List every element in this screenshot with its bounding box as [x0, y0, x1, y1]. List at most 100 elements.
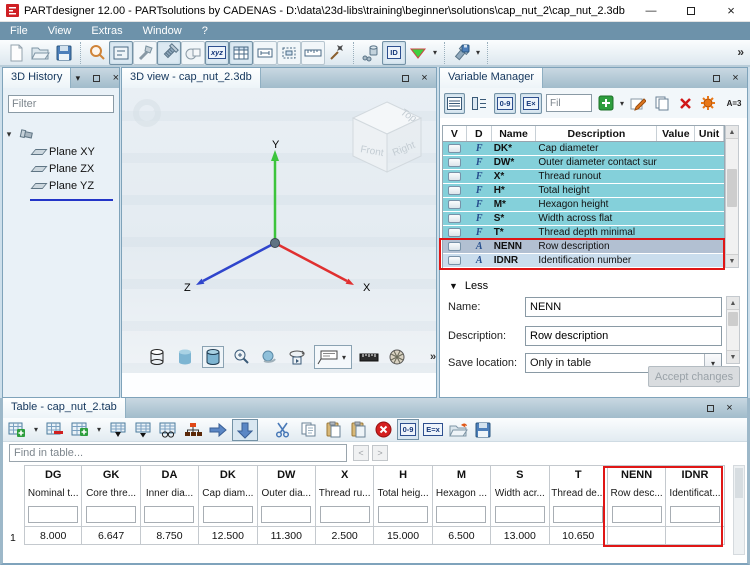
visibility-checkbox[interactable]: [448, 186, 462, 195]
menu-window[interactable]: Window: [142, 25, 182, 37]
column-name[interactable]: M: [432, 465, 491, 484]
history-maximize-button[interactable]: [90, 72, 103, 85]
magic-wand-button[interactable]: [325, 41, 349, 65]
move-column-right-button[interactable]: [207, 419, 229, 440]
vm-row-idnr[interactable]: A IDNR Identification number: [443, 254, 724, 268]
vm-row-dw[interactable]: F DW* Outer diameter contact surface: [443, 156, 724, 170]
visibility-checkbox[interactable]: [448, 242, 462, 251]
toolbar-overflow-button[interactable]: »: [737, 45, 744, 59]
vm-delete-variable-button[interactable]: [676, 91, 694, 115]
vm-row-x[interactable]: F X* Thread runout: [443, 170, 724, 184]
open-table-button[interactable]: [447, 419, 469, 440]
column-filter-input[interactable]: [669, 505, 720, 523]
scroll-thumb[interactable]: [727, 169, 737, 207]
vm-row-h[interactable]: F H* Total height: [443, 184, 724, 198]
table-close-button[interactable]: ×: [726, 402, 733, 414]
vm-close-button[interactable]: ×: [732, 72, 739, 84]
cell-value[interactable]: 8.750: [140, 526, 199, 545]
new-document-button[interactable]: [4, 41, 28, 65]
column-filter-input[interactable]: [261, 505, 312, 523]
vm-add-dropdown[interactable]: ▾: [620, 98, 625, 108]
find-previous-button[interactable]: <: [353, 445, 369, 461]
column-name[interactable]: DK: [199, 465, 257, 484]
view-close-button[interactable]: ×: [421, 72, 428, 84]
vm-edit-variable-button[interactable]: [628, 91, 648, 115]
open-button[interactable]: [28, 41, 52, 65]
column-name[interactable]: NENN: [607, 465, 666, 484]
move-row-down-mode-button[interactable]: [232, 418, 258, 441]
vm-col-desc[interactable]: Description: [536, 126, 658, 141]
connection-button[interactable]: [358, 41, 382, 65]
vm-tab[interactable]: Variable Manager: [440, 68, 544, 88]
visibility-checkbox[interactable]: [448, 158, 462, 167]
id-button[interactable]: ID: [382, 40, 406, 65]
table-maximize-button[interactable]: [704, 402, 717, 415]
vm-col-v[interactable]: V: [443, 126, 467, 141]
description-field[interactable]: [525, 326, 722, 346]
visibility-checkbox[interactable]: [448, 172, 462, 181]
column-filter-input[interactable]: [553, 505, 604, 523]
view-maximize-button[interactable]: [399, 72, 412, 85]
preview-rows-button[interactable]: [157, 419, 179, 440]
zoom-search-button[interactable]: [85, 41, 109, 65]
primitive-button[interactable]: [181, 40, 205, 65]
column-name[interactable]: H: [374, 465, 432, 484]
measure-tool-button[interactable]: [358, 346, 380, 368]
cell-value[interactable]: 15.000: [374, 526, 432, 545]
clear-button[interactable]: [372, 419, 394, 440]
close-button[interactable]: ×: [727, 3, 735, 18]
move-row-up-button[interactable]: [107, 419, 129, 440]
history-filter-input[interactable]: [8, 95, 114, 113]
scroll-up-icon[interactable]: ▲: [726, 126, 738, 139]
screw-feature-button[interactable]: [157, 40, 181, 65]
vm-settings-button[interactable]: [698, 91, 718, 115]
view-canvas[interactable]: Top Front Right Y Z X: [122, 88, 436, 373]
vm-row-m[interactable]: F M* Hexagon height: [443, 198, 724, 212]
cell-value[interactable]: 10.650: [549, 526, 607, 545]
vm-filter-input[interactable]: [546, 94, 592, 112]
column-filter-input[interactable]: [611, 505, 662, 523]
vm-maximize-button[interactable]: [710, 72, 723, 85]
scroll-thumb[interactable]: [728, 312, 738, 326]
selection-button[interactable]: [277, 40, 301, 65]
vm-copy-variable-button[interactable]: [652, 91, 672, 115]
chevron-down-icon[interactable]: ▾: [6, 129, 12, 139]
table-scrollbar[interactable]: [733, 465, 745, 555]
table-tab[interactable]: Table - cap_nut_2.tab: [3, 398, 126, 418]
history-menu-button[interactable]: ▾: [75, 72, 81, 83]
variables-button[interactable]: xyz: [205, 40, 229, 65]
shaded-edges-mode-button[interactable]: [202, 346, 224, 368]
orbit-button[interactable]: [258, 346, 280, 368]
export-screw-button[interactable]: [449, 41, 473, 65]
column-filter-input[interactable]: [494, 505, 545, 523]
visibility-checkbox[interactable]: [448, 228, 462, 237]
visibility-checkbox[interactable]: [448, 144, 462, 153]
column-name[interactable]: S: [491, 465, 549, 484]
visibility-checkbox[interactable]: [448, 214, 462, 223]
column-filter-input[interactable]: [144, 505, 195, 523]
vm-row-t[interactable]: F T* Thread depth minimal: [443, 226, 724, 240]
column-filter-input[interactable]: [319, 505, 370, 523]
vm-col-name[interactable]: Name: [492, 126, 537, 141]
view-toolbar-overflow[interactable]: »: [430, 351, 437, 363]
annotation-tool-dropdown[interactable]: ▾: [341, 352, 346, 362]
tree-root[interactable]: ▾: [3, 126, 119, 143]
cell-value[interactable]: 8.000: [25, 526, 82, 545]
add-column-button[interactable]: [69, 419, 91, 440]
menu-view[interactable]: View: [47, 25, 72, 37]
annotation-tool-button[interactable]: [317, 346, 339, 368]
add-row-button[interactable]: [6, 419, 28, 440]
scroll-down-icon[interactable]: ▼: [727, 350, 739, 363]
vm-rename-button[interactable]: A=3: [722, 91, 746, 115]
history-sketch-button[interactable]: [109, 40, 133, 65]
turntable-button[interactable]: [286, 346, 308, 368]
column-filter-input[interactable]: [202, 505, 253, 523]
cell-value[interactable]: 11.300: [257, 526, 315, 545]
menu-file[interactable]: File: [10, 25, 28, 37]
numeric-display-button[interactable]: 0-9: [397, 419, 419, 440]
name-field[interactable]: [525, 297, 722, 317]
view-cube[interactable]: Top Front Right: [346, 98, 428, 178]
tree-item-plane-yz[interactable]: Plane YZ: [3, 177, 119, 194]
cut-button[interactable]: [272, 419, 294, 440]
scroll-up-icon[interactable]: ▲: [727, 297, 739, 310]
